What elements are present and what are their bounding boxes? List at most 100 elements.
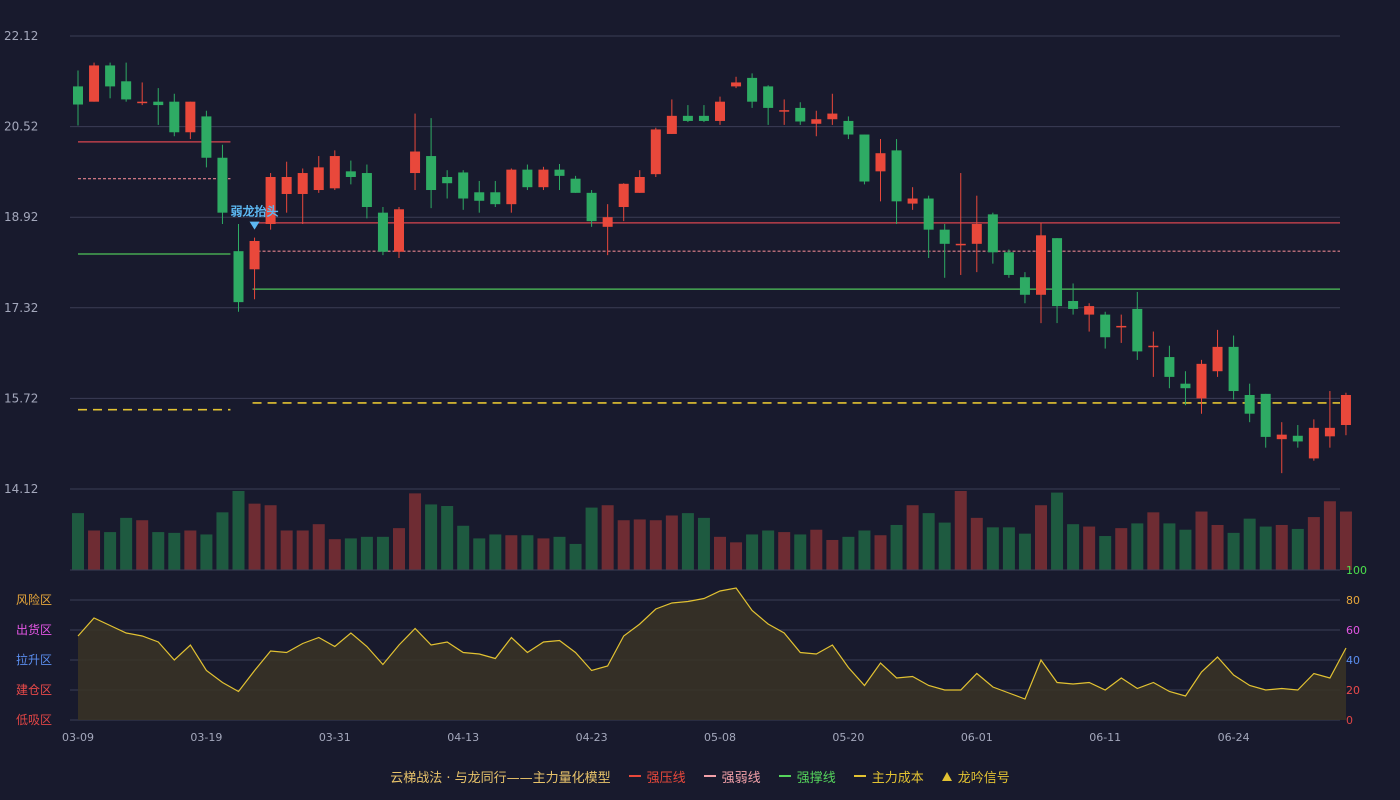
candle-body — [923, 198, 934, 230]
volume-bar — [730, 542, 743, 570]
candle — [715, 96, 725, 125]
volume-bar — [312, 524, 325, 570]
candle-body — [715, 101, 725, 121]
candle — [1003, 249, 1014, 278]
indicator-tick-label: 60 — [1346, 624, 1360, 637]
candle-body — [105, 65, 116, 87]
candle — [217, 144, 228, 224]
dash-swatch-icon — [853, 775, 866, 777]
volume-bar — [697, 517, 710, 570]
date-tick-label: 04-13 — [447, 731, 479, 744]
candle-body — [1308, 427, 1319, 459]
zone-label: 低吸区 — [16, 713, 52, 727]
candle-body — [281, 176, 292, 194]
candle-body — [361, 173, 372, 208]
candle-body — [1148, 345, 1159, 348]
candle-body — [939, 229, 950, 244]
volume-bar — [216, 512, 229, 570]
candle — [169, 93, 180, 137]
candle — [153, 88, 164, 125]
volume-bar — [1083, 526, 1096, 570]
candle-body — [1052, 238, 1063, 307]
candle — [1340, 392, 1351, 436]
volume-bar — [393, 528, 405, 570]
signal-label: 弱龙抬头 — [231, 204, 279, 219]
volume-bar — [922, 513, 935, 570]
candles — [73, 62, 1351, 474]
indicator-path — [77, 587, 1347, 700]
volume-bar — [1179, 529, 1192, 570]
candle — [249, 237, 260, 300]
volume-bar — [1051, 492, 1064, 570]
price-axis: 22.12 20.52 18.92 17.32 15.72 14.12 — [4, 29, 38, 496]
volume-bar — [1147, 512, 1160, 570]
candle — [923, 195, 934, 258]
volume-bar — [1323, 501, 1336, 570]
zone-label: 建仓区 — [16, 683, 52, 697]
volume-bar — [409, 493, 422, 570]
candle — [971, 195, 982, 273]
date-tick-label: 03-19 — [190, 731, 222, 744]
triangle-icon — [941, 771, 952, 781]
volume-bar — [810, 529, 823, 570]
candle — [426, 118, 437, 209]
volume-bar — [328, 539, 341, 570]
candle-body — [1084, 306, 1095, 315]
volume-bar — [72, 513, 84, 570]
volume-bar — [152, 532, 165, 570]
candle — [201, 110, 212, 168]
volume-bar — [1211, 524, 1224, 570]
volume-bar — [1307, 517, 1320, 570]
candle — [1019, 272, 1030, 304]
candle — [763, 85, 774, 125]
candle-body — [1180, 383, 1191, 389]
candle — [410, 113, 421, 191]
indicator-line — [77, 587, 1347, 720]
volume-bar — [778, 532, 791, 570]
candle-body — [73, 86, 83, 105]
candle-body — [1036, 235, 1046, 295]
legend-item-support: 强撑线 — [778, 767, 836, 786]
candle-body — [1196, 363, 1207, 399]
candle — [666, 99, 677, 134]
candle — [731, 76, 742, 89]
volume-bar — [794, 534, 807, 570]
candle-body — [442, 176, 453, 184]
candle — [618, 183, 629, 222]
candle-body — [426, 156, 437, 191]
volume-bar — [505, 535, 518, 570]
date-tick-label: 04-23 — [576, 731, 608, 744]
candle — [394, 207, 404, 258]
candle — [811, 110, 822, 137]
candle-body — [1324, 427, 1335, 437]
candle — [1084, 303, 1095, 332]
legend-item-cost: 主力成本 — [853, 767, 924, 786]
volume-bar — [360, 536, 373, 570]
candle — [843, 116, 854, 140]
candle-body — [1003, 252, 1014, 275]
candle — [987, 212, 998, 264]
candle-body — [89, 65, 100, 102]
legend-label: 主力成本 — [871, 770, 924, 786]
candle-body — [795, 107, 806, 122]
volume-bar — [633, 519, 646, 570]
volume-bar — [1115, 528, 1128, 570]
candle — [907, 187, 918, 210]
candle — [281, 161, 292, 213]
zone-label: 风险区 — [16, 592, 52, 607]
candle-body — [570, 178, 581, 193]
indicator-tick-label: 40 — [1346, 654, 1360, 667]
candle-body — [731, 82, 742, 87]
candle — [859, 134, 870, 185]
date-axis: 03-09 03-19 03-31 04-13 04-23 05-08 05-20 06-01… — [62, 731, 1250, 744]
volume-bar — [842, 536, 855, 570]
zone-label: 出货区 — [16, 622, 52, 637]
level-lines — [78, 141, 1340, 411]
candle-body — [1260, 393, 1271, 437]
candle — [586, 190, 597, 227]
candle-body — [618, 183, 629, 208]
candle — [698, 105, 709, 123]
legend-label: 强弱线 — [721, 770, 761, 786]
volume-bar — [906, 505, 919, 570]
volume-bar — [938, 522, 951, 570]
